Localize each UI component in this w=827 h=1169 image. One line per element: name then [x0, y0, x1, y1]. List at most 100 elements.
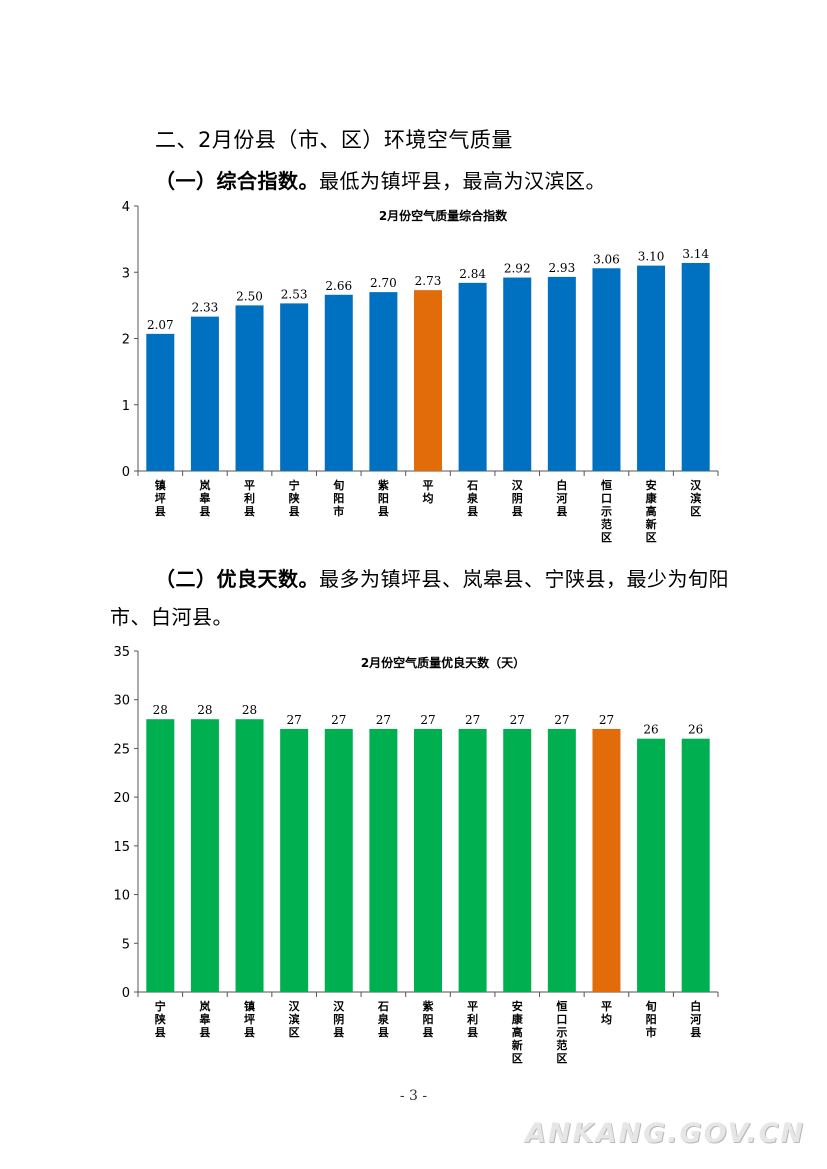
y-tick-label: 30 [113, 694, 130, 709]
bar [503, 277, 532, 471]
bar [324, 294, 353, 471]
category-label: 镇坪县 [155, 478, 166, 518]
data-label: 2.84 [459, 267, 486, 281]
category-label: 宁陕县 [155, 999, 166, 1039]
category-label: 汉阴县 [333, 999, 345, 1039]
data-label: 2.33 [192, 301, 219, 315]
category-label: 旬阳市 [645, 999, 657, 1039]
category-label: 石泉县 [377, 1000, 390, 1039]
data-label: 27 [554, 713, 569, 727]
data-label: 26 [643, 723, 658, 737]
category-label: 平利县 [244, 479, 255, 518]
y-tick-label: 4 [122, 200, 130, 215]
bar [414, 728, 442, 992]
bar [637, 738, 666, 992]
good-days-summary-label: （二）优良天数。 [155, 567, 319, 591]
index-summary-text: 最低为镇坪县，最高为汉滨区。 [319, 169, 606, 193]
site-watermark: ANKANG.GOV.CN [525, 1118, 805, 1149]
bar [235, 305, 264, 471]
bar [280, 303, 309, 471]
y-tick-label: 25 [113, 742, 130, 757]
data-label: 27 [376, 713, 391, 727]
category-label: 汉滨区 [289, 999, 301, 1039]
data-label: 27 [287, 713, 302, 727]
section-title: 二、2月份县（市、区）环境空气质量 [155, 128, 513, 152]
y-tick-label: 3 [122, 266, 130, 281]
composite-index-chart: 2月份空气质量综合指数 0 1 2 3 4 2.07 镇坪县 2.33 岚皋县 2.50 平利县 2.5… [122, 200, 719, 544]
data-label: 2.50 [236, 289, 263, 303]
category-label: 紫阳县 [423, 999, 434, 1039]
data-label: 27 [420, 713, 435, 727]
category-label: 岚皋县 [199, 478, 211, 518]
good-days-summary-paragraph: （二）优良天数。最多为镇坪县、岚皋县、宁陕县，最少为旬阳市、白河县。 [110, 560, 750, 636]
y-tick-label: 1 [122, 399, 130, 414]
category-label: 汉阴县 [512, 478, 524, 518]
y-tick-label: 0 [122, 986, 130, 1001]
category-label: 宁陕县 [289, 478, 300, 518]
category-label: 安康高新区 [646, 478, 658, 544]
category-label: 恒口示范区 [555, 999, 567, 1065]
data-label: 28 [153, 703, 168, 717]
bar [547, 276, 576, 471]
data-label: 3.14 [682, 247, 709, 261]
bar [146, 333, 175, 471]
category-label: 紫阳县 [378, 478, 389, 518]
bar [637, 265, 666, 471]
category-label: 白河县 [690, 999, 701, 1039]
data-label: 2.73 [415, 274, 442, 288]
y-tick-label: 35 [113, 645, 130, 660]
category-label: 镇坪县 [244, 999, 255, 1039]
data-label: 27 [599, 713, 614, 727]
data-label: 2.07 [147, 318, 174, 332]
bar [146, 719, 175, 992]
y-tick-label: 20 [113, 791, 130, 806]
data-label: 3.06 [593, 252, 620, 266]
y-tick-label: 5 [122, 937, 130, 952]
bar [190, 719, 219, 992]
bar [369, 292, 398, 471]
data-label: 2.92 [504, 262, 531, 276]
chart-title: 2月份空气质量优良天数（天） [361, 655, 525, 670]
data-label: 2.53 [281, 287, 308, 301]
y-tick-label: 10 [113, 889, 130, 904]
bar [592, 268, 621, 471]
bar [681, 262, 710, 471]
category-label: 旬阳市 [332, 478, 344, 518]
index-summary-label: （一）综合指数。 [155, 169, 319, 193]
bar [681, 738, 710, 992]
data-label: 28 [197, 703, 212, 717]
good-days-summary-text: 最多为镇坪县、岚皋县、宁陕县，最少为旬阳市、白河县。 [110, 567, 729, 629]
data-label: 27 [331, 713, 346, 727]
page-number: - 3 - [399, 1088, 428, 1104]
bar [369, 728, 398, 992]
bar [547, 728, 576, 992]
data-label: 26 [688, 723, 703, 737]
data-label: 2.93 [548, 261, 575, 275]
data-label: 2.66 [325, 279, 352, 293]
bar [414, 290, 442, 471]
data-label: 3.10 [638, 250, 665, 264]
data-label: 2.70 [370, 276, 397, 290]
category-label: 恒口示范区 [600, 478, 612, 544]
category-label: 安康高新区 [512, 999, 524, 1065]
bar [235, 719, 264, 992]
y-tick-label: 2 [122, 333, 130, 348]
bar [503, 728, 532, 992]
data-label: 28 [242, 703, 257, 717]
bar [190, 316, 219, 471]
bar [458, 282, 487, 471]
category-label: 平均 [423, 479, 434, 505]
category-label: 白河县 [556, 478, 567, 518]
y-tick-label: 15 [113, 840, 130, 855]
y-tick-label: 0 [122, 465, 130, 480]
data-label: 27 [510, 713, 525, 727]
bar [592, 728, 621, 992]
category-label: 平利县 [467, 1000, 478, 1039]
category-label: 汉滨区 [690, 478, 702, 518]
good-days-chart: 2月份空气质量优良天数（天） 0 5 10 15 20 25 30 35 28 宁陕县 28 岚皋县 28… [113, 645, 719, 1065]
category-label: 岚皋县 [199, 999, 211, 1039]
chart-title: 2月份空气质量综合指数 [379, 208, 508, 223]
bar [280, 728, 309, 992]
index-summary-paragraph: （一）综合指数。最低为镇坪县，最高为汉滨区。 [155, 162, 606, 200]
bar [458, 728, 487, 992]
